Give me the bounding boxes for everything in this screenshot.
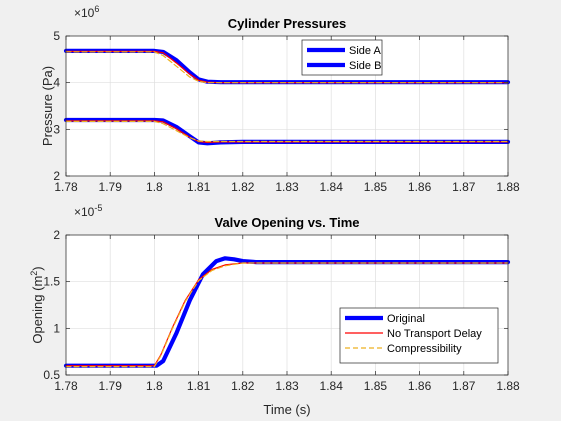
series-line-compressibility bbox=[65, 262, 509, 368]
y-tick-label: 1.5 bbox=[43, 275, 60, 289]
valve-chart-title: Valve Opening vs. Time bbox=[215, 215, 360, 230]
x-tick-label: 1.8 bbox=[146, 379, 163, 393]
pressure-chart-title: Cylinder Pressures bbox=[228, 16, 347, 31]
legend-label: Original bbox=[387, 313, 425, 325]
pressure-axes: 1.78 1.79 1.8 1.81 1.82 1.83 1.84 1.85 1.86 1.87 1… bbox=[40, 4, 520, 194]
pressure-lines bbox=[63, 48, 511, 146]
legend-label: Compressibility bbox=[387, 343, 462, 355]
x-tick-label: 1.78 bbox=[54, 180, 78, 194]
y-tick-label: 4 bbox=[53, 76, 60, 90]
x-tick-label: 1.79 bbox=[99, 180, 123, 194]
x-tick-label: 1.78 bbox=[54, 379, 78, 393]
x-tick-label: 1.87 bbox=[452, 379, 476, 393]
valve-y-axis-label: Opening (m2) bbox=[29, 266, 45, 343]
legend-label: No Transport Delay bbox=[387, 328, 482, 340]
x-tick-label: 1.83 bbox=[275, 379, 299, 393]
x-tick-label: 1.82 bbox=[231, 379, 255, 393]
series-line-compressibility bbox=[65, 120, 509, 143]
x-tick-label: 1.81 bbox=[187, 379, 211, 393]
x-tick-label: 1.79 bbox=[99, 379, 123, 393]
valve-legend: Original No Transport Delay Compressibilit… bbox=[339, 307, 499, 364]
legend-label: Side A bbox=[349, 45, 381, 57]
valve-x-axis-label: Time (s) bbox=[263, 402, 310, 417]
valve-opening-axes: 1.78 1.79 1.8 1.81 1.82 1.83 1.84 1.85 1.86 1.87 1… bbox=[29, 203, 520, 417]
series-line-compressibility bbox=[65, 51, 509, 84]
x-tick-label: 1.84 bbox=[320, 379, 344, 393]
x-tick-label: 1.82 bbox=[231, 180, 255, 194]
valve-y-exponent: ×10-5 bbox=[74, 203, 102, 219]
valve-ticks: 1.78 1.79 1.8 1.81 1.82 1.83 1.84 1.85 1.86 1.87 1… bbox=[43, 228, 520, 393]
pressure-y-exponent: ×106 bbox=[74, 4, 99, 20]
y-tick-label: 0.5 bbox=[43, 368, 60, 382]
x-tick-label: 1.85 bbox=[364, 379, 388, 393]
x-tick-label: 1.81 bbox=[187, 180, 211, 194]
x-tick-label: 1.86 bbox=[408, 180, 432, 194]
pressure-y-axis-label: Pressure (Pa) bbox=[40, 66, 55, 146]
legend-box bbox=[301, 39, 383, 76]
x-tick-label: 1.87 bbox=[452, 180, 476, 194]
x-tick-label: 1.85 bbox=[364, 180, 388, 194]
x-tick-label: 1.8 bbox=[146, 180, 163, 194]
x-tick-label: 1.86 bbox=[408, 379, 432, 393]
pressure-legend: Side A Side B bbox=[301, 39, 383, 76]
legend-label: Side B bbox=[349, 60, 381, 72]
x-tick-label: 1.88 bbox=[496, 379, 520, 393]
x-tick-label: 1.83 bbox=[275, 180, 299, 194]
pressure-ticks: 1.78 1.79 1.8 1.81 1.82 1.83 1.84 1.85 1.86 1.87 1… bbox=[53, 29, 520, 194]
y-tick-label: 5 bbox=[53, 29, 60, 43]
y-tick-label: 2 bbox=[53, 169, 60, 183]
x-tick-label: 1.84 bbox=[320, 180, 344, 194]
y-tick-label: 3 bbox=[53, 122, 60, 136]
y-tick-label: 2 bbox=[53, 228, 60, 242]
valve-lines bbox=[63, 256, 511, 368]
series-line-original bbox=[63, 256, 511, 368]
x-tick-label: 1.88 bbox=[496, 180, 520, 194]
y-tick-label: 1 bbox=[53, 321, 60, 335]
